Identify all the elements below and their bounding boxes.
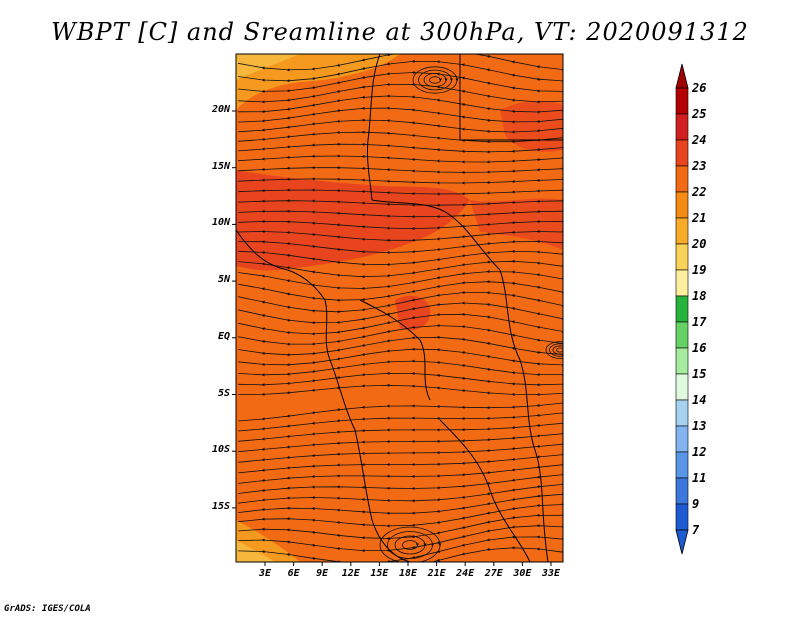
lon-label: 18E <box>398 568 418 579</box>
streamline <box>237 177 563 185</box>
streamline <box>237 209 563 219</box>
colorbar-segment <box>675 373 689 401</box>
colorbar-top-arrow <box>675 63 689 89</box>
streamline <box>429 76 443 84</box>
streamline <box>237 188 563 196</box>
lon-label: 21E <box>427 568 446 579</box>
map-frame <box>235 53 564 563</box>
colorbar-label: 12 <box>692 445 707 459</box>
lat-label: 15N <box>211 160 230 172</box>
chart-title: WBPT [C] and Sreamline at 300hPa, VT: 20… <box>51 18 749 46</box>
lon-label: 30E <box>513 568 532 579</box>
lat-label: 10N <box>211 217 230 229</box>
streamline <box>423 73 448 87</box>
country-boundaries <box>236 54 563 562</box>
colorbar-label: 23 <box>692 159 707 173</box>
colorbar-segment <box>675 191 689 219</box>
colorbar-segment <box>675 399 689 427</box>
streamline <box>545 341 563 359</box>
colorbar-segment <box>675 347 689 375</box>
colorbar-segment <box>675 425 689 453</box>
streamline <box>237 199 563 207</box>
colorbar-label: 16 <box>692 341 707 355</box>
lat-label: 15S <box>211 500 230 512</box>
wbpt-cool-region <box>236 54 300 80</box>
lat-label: 5S <box>217 387 230 399</box>
colorbar-label: 13 <box>692 419 707 433</box>
colorbar-segment <box>675 451 689 479</box>
lon-label: 12E <box>341 568 360 579</box>
colorbar-label: 21 <box>692 211 707 225</box>
colorbar-label: 19 <box>692 263 707 277</box>
colorbar-segment <box>675 295 689 323</box>
streamline <box>237 383 563 397</box>
colorbar-label: 26 <box>692 81 707 95</box>
colorbar-label: 18 <box>692 289 707 303</box>
colorbar-label: 11 <box>692 471 707 485</box>
colorbar-segment <box>675 217 689 245</box>
colorbar-label: 24 <box>692 133 707 147</box>
lon-label: 9E <box>316 568 329 579</box>
credit-text: GrADS: IGES/COLA <box>4 604 91 614</box>
streamline <box>418 69 454 91</box>
lat-label: 10S <box>211 444 230 456</box>
colorbar-segment <box>675 269 689 297</box>
colorbar-segment <box>675 113 689 141</box>
lat-label: 5N <box>217 274 230 286</box>
colorbar-label: 7 <box>692 523 700 537</box>
streamline <box>237 130 563 144</box>
lon-label: 6E <box>287 568 300 579</box>
colorbar-segment <box>675 503 689 531</box>
colorbar-label: 22 <box>692 185 707 199</box>
colorbar-label: 9 <box>692 497 700 511</box>
colorbar-segment <box>675 243 689 271</box>
lon-label: 27E <box>484 568 503 579</box>
colorbar-segment <box>675 87 689 115</box>
lon-label: 3E <box>258 568 272 579</box>
colorbar-label: 14 <box>692 393 707 407</box>
lon-label: 33E <box>541 568 561 579</box>
streamline <box>237 154 563 164</box>
streamline <box>237 219 563 231</box>
colorbar-label: 25 <box>692 107 707 121</box>
colorbar-label: 20 <box>692 237 707 251</box>
streamline <box>379 526 442 562</box>
streamline <box>402 540 420 550</box>
colorbar-bottom-arrow <box>675 529 689 555</box>
streamline <box>552 345 563 355</box>
lon-label: 15E <box>370 568 389 579</box>
streamline <box>549 343 563 357</box>
streamline <box>237 166 563 175</box>
lon-label: 24E <box>456 568 475 579</box>
streamline <box>238 546 563 562</box>
colorbar-label: 17 <box>692 315 707 329</box>
colorbar-label: 15 <box>692 367 707 381</box>
colorbar-segment <box>675 477 689 505</box>
streamline <box>237 142 563 154</box>
lat-label: 20N <box>211 104 230 115</box>
streamline <box>556 347 563 353</box>
colorbar-segment <box>675 139 689 167</box>
colorbar-segment <box>675 321 689 349</box>
streamline <box>412 66 459 94</box>
lat-label: EQ <box>217 330 230 342</box>
streamline <box>394 535 427 555</box>
colorbar-segment <box>675 165 689 193</box>
